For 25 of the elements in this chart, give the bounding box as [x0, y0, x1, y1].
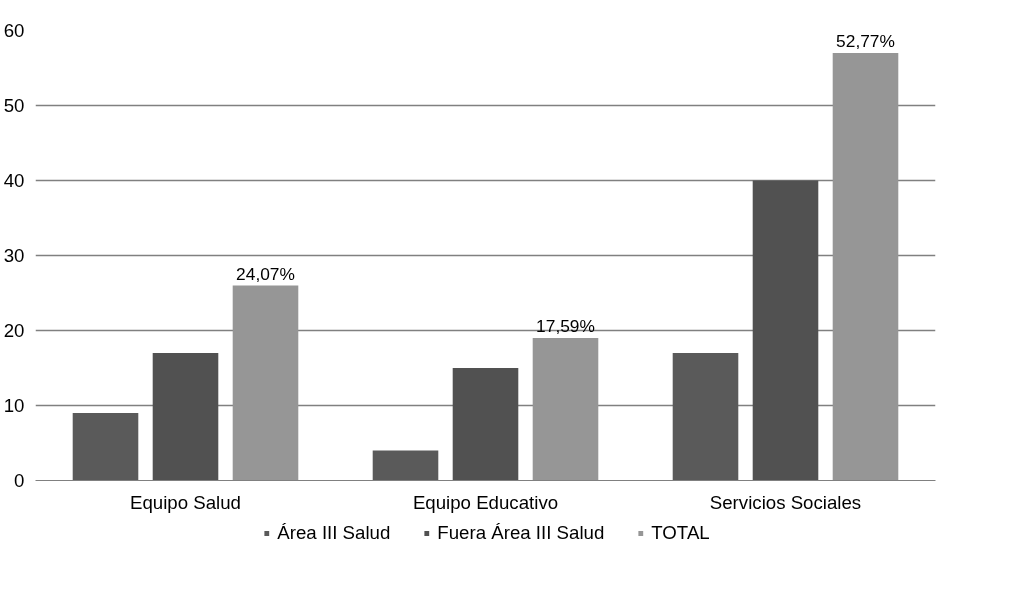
legend-label: Área III Salud — [277, 522, 391, 544]
bar — [672, 353, 739, 481]
legend-label: Fuera Área III Salud — [437, 522, 605, 544]
bar — [832, 53, 899, 481]
annotation: 17,59% — [536, 316, 595, 336]
y-tick-label: 30 — [3, 245, 25, 266]
bar — [152, 353, 219, 481]
y-tick-label: 10 — [3, 395, 25, 416]
annotation: 52,77% — [836, 31, 895, 51]
y-tick-label: 40 — [3, 170, 25, 191]
bar — [72, 413, 139, 481]
bar — [452, 368, 519, 481]
x-tick-label: Servicios Sociales — [709, 491, 862, 513]
bar — [372, 450, 439, 481]
x-tick-label: Equipo Salud — [130, 491, 241, 513]
bar — [232, 285, 299, 481]
y-tick-label: 20 — [3, 320, 25, 341]
y-tick-label: 60 — [3, 20, 25, 41]
annotation: 24,07% — [236, 263, 295, 284]
legend-label: TOTAL — [651, 522, 710, 544]
bar — [532, 338, 599, 481]
x-tick-label: Equipo Educativo — [412, 491, 559, 513]
y-tick-label: 0 — [14, 470, 25, 491]
y-tick-label: 50 — [3, 95, 25, 116]
bar — [752, 180, 819, 481]
